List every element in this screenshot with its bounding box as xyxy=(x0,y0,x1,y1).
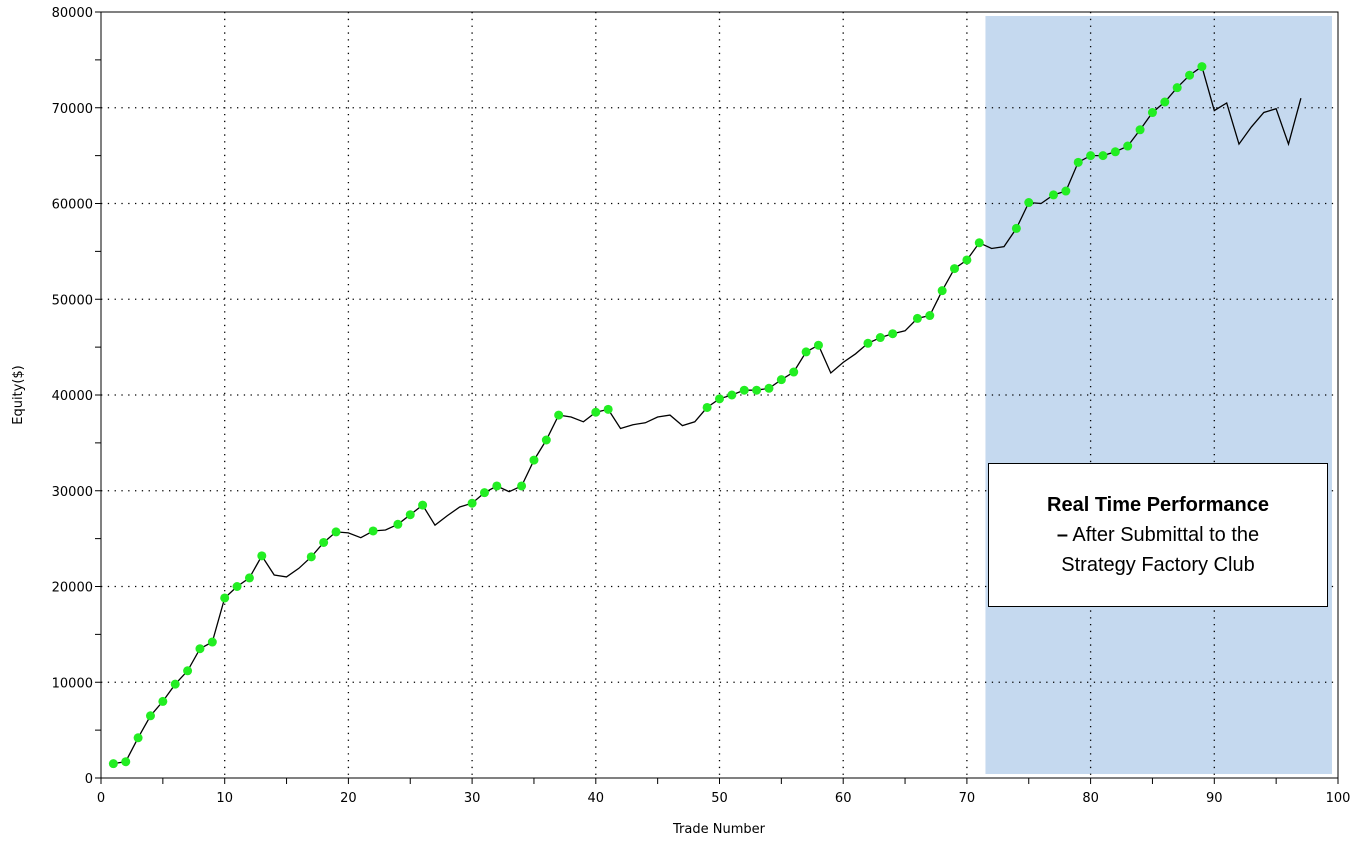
tick-labels: 0 10 20 30 40 50 60 70 80 90 100 0 10000 20000 30000 40… xyxy=(52,6,1351,806)
annotation-line-2: Strategy Factory Club xyxy=(1061,554,1255,576)
data-point xyxy=(1160,97,1170,107)
y-tick-label: 0 xyxy=(85,772,93,787)
data-point xyxy=(789,367,799,377)
y-tick-label: 10000 xyxy=(52,676,93,691)
data-point xyxy=(133,733,143,743)
highlight-region xyxy=(985,16,1332,774)
y-tick-label: 30000 xyxy=(52,485,93,500)
data-point xyxy=(937,286,947,296)
x-tick-label: 20 xyxy=(340,791,357,806)
data-point xyxy=(863,338,873,348)
data-point xyxy=(764,383,774,393)
x-axis-title: Trade Number xyxy=(672,822,766,837)
data-point xyxy=(195,644,205,654)
data-point xyxy=(752,385,762,395)
annotation-dash: – xyxy=(1056,524,1068,546)
data-point xyxy=(888,329,898,339)
data-point xyxy=(368,526,378,536)
data-point xyxy=(801,347,811,357)
data-point xyxy=(257,551,267,561)
data-point xyxy=(591,407,601,417)
data-point xyxy=(1011,223,1021,233)
data-point xyxy=(1073,157,1083,167)
data-point xyxy=(529,455,539,465)
data-point xyxy=(1061,186,1071,196)
data-point xyxy=(183,666,193,676)
data-point xyxy=(727,390,737,400)
data-point xyxy=(467,498,477,508)
data-point xyxy=(479,488,489,498)
data-point xyxy=(207,637,217,647)
data-point xyxy=(145,711,155,721)
data-point xyxy=(1086,151,1096,161)
data-point xyxy=(306,552,316,562)
data-point xyxy=(1110,147,1120,157)
data-point xyxy=(170,679,180,689)
y-tick-label: 50000 xyxy=(52,293,93,308)
x-tick-label: 80 xyxy=(1082,791,1099,806)
data-point xyxy=(319,537,329,547)
data-point xyxy=(715,394,724,404)
data-point xyxy=(232,582,242,591)
x-tick-label: 10 xyxy=(216,791,233,806)
data-point xyxy=(962,255,972,265)
data-point xyxy=(1147,108,1157,118)
data-point xyxy=(554,410,564,420)
data-point xyxy=(974,238,984,248)
data-point xyxy=(418,500,428,510)
data-point xyxy=(1123,141,1133,151)
annotation-box: Real Time Performance – After Submittal … xyxy=(988,463,1328,607)
data-point xyxy=(813,340,823,350)
data-point xyxy=(331,527,341,537)
series-markers xyxy=(108,62,1207,769)
data-point xyxy=(517,481,527,491)
data-point xyxy=(776,375,786,385)
y-tick-label: 20000 xyxy=(52,581,93,596)
data-point xyxy=(1098,151,1108,161)
data-point xyxy=(1197,62,1207,72)
y-tick-label: 40000 xyxy=(52,389,93,404)
data-point xyxy=(121,757,131,767)
annotation-title: Real Time Performance xyxy=(1047,494,1269,516)
annotation-line-1: – After Submittal to the xyxy=(1057,520,1259,550)
y-axis-title: Equity($) xyxy=(11,365,26,425)
x-tick-label: 40 xyxy=(588,791,605,806)
x-tick-label: 90 xyxy=(1206,791,1223,806)
axes xyxy=(95,11,1339,784)
data-point xyxy=(925,311,935,321)
data-point xyxy=(950,264,960,274)
data-point xyxy=(875,333,885,343)
data-point xyxy=(1172,83,1182,93)
data-point xyxy=(158,696,168,706)
data-point xyxy=(492,481,502,491)
x-tick-label: 0 xyxy=(97,791,105,806)
y-tick-label: 70000 xyxy=(52,102,93,117)
data-point xyxy=(1185,70,1195,80)
y-tick-label: 60000 xyxy=(52,198,93,213)
data-point xyxy=(108,759,118,769)
x-tick-label: 50 xyxy=(711,791,728,806)
data-point xyxy=(1135,125,1145,135)
data-point xyxy=(244,573,254,583)
x-tick-label: 70 xyxy=(959,791,976,806)
data-point xyxy=(405,510,415,520)
data-point xyxy=(739,385,749,395)
annotation-line-1-text: After Submittal to the xyxy=(1072,524,1260,546)
x-tick-label: 100 xyxy=(1326,791,1351,806)
data-point xyxy=(393,519,403,529)
x-tick-label: 30 xyxy=(464,791,481,806)
data-point xyxy=(603,404,613,414)
data-point xyxy=(1024,198,1034,208)
data-point xyxy=(912,313,922,323)
data-point xyxy=(702,402,712,412)
x-tick-label: 60 xyxy=(835,791,852,806)
data-point xyxy=(541,435,551,445)
data-point xyxy=(220,593,230,603)
y-tick-label: 80000 xyxy=(52,6,93,21)
data-point xyxy=(1048,190,1058,200)
